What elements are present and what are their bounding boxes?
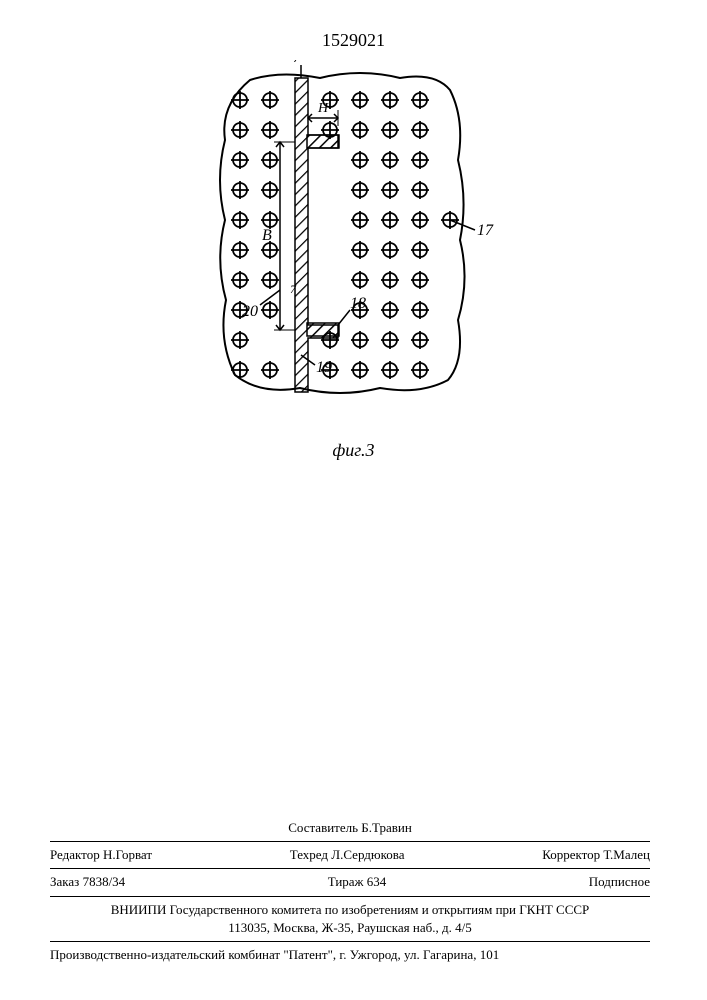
org-line1: ВНИИПИ Государственного комитета по изоб… (50, 901, 650, 919)
figure-svg: H B 7 17 (180, 60, 510, 440)
dim-h-label: H (317, 101, 329, 116)
dimension-b: B (262, 142, 295, 330)
publisher-row: Производственно-издательский комбинат "П… (50, 941, 650, 968)
svg-text:7: 7 (293, 60, 302, 66)
org-line2: 113035, Москва, Ж-35, Раушская наб., д. … (50, 919, 650, 937)
techred-cell: Техред Л.Сердюкова (290, 846, 405, 864)
subscription-cell: Подписное (589, 873, 650, 891)
editor-row: Редактор Н.Горват Техред Л.Сердюкова Кор… (50, 841, 650, 868)
svg-text:20: 20 (242, 303, 258, 320)
callout-17: 17 (450, 220, 494, 239)
figure-outline (220, 73, 465, 393)
editor-cell: Редактор Н.Горват (50, 846, 152, 864)
callout-18: 18 (338, 295, 366, 325)
compiler-row: Составитель Б.Травин (50, 815, 650, 841)
svg-text:19: 19 (316, 359, 332, 376)
document-number: 1529021 (0, 30, 707, 51)
dim-mark: 7 (290, 282, 297, 296)
dimension-h: H (308, 101, 338, 126)
compiler-name: Б.Травин (361, 820, 411, 835)
page: 1529021 H (0, 0, 707, 1000)
order-cell: Заказ 7838/34 (50, 873, 125, 891)
step-top (307, 135, 339, 148)
org-row: ВНИИПИ Государственного комитета по изоб… (50, 896, 650, 941)
compiler-label: Составитель (288, 820, 358, 835)
figure-caption: фиг.3 (0, 440, 707, 461)
figure-3: H B 7 17 (180, 60, 510, 440)
step-strip (295, 78, 338, 392)
corrector-cell: Корректор Т.Малец (542, 846, 650, 864)
circulation-cell: Тираж 634 (328, 873, 387, 891)
order-row: Заказ 7838/34 Тираж 634 Подписное (50, 868, 650, 895)
footer: Составитель Б.Травин Редактор Н.Горват Т… (50, 815, 650, 968)
dim-b-label: B (262, 227, 272, 244)
svg-text:18: 18 (350, 295, 366, 312)
svg-text:17: 17 (477, 222, 494, 239)
